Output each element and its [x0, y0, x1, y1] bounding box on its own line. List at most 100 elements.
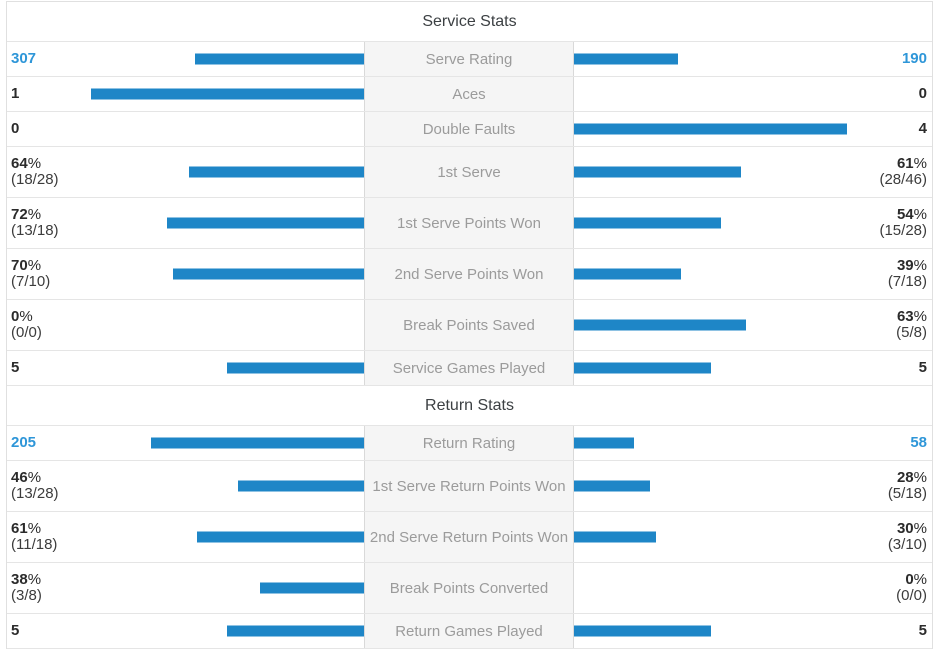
stat-label-cell: Double Faults — [364, 112, 574, 146]
player2-bar — [574, 625, 711, 637]
stat-row: 46% (13/28) 1st Serve Return Points Won … — [7, 461, 932, 512]
player2-cell: 28% (5/18) — [574, 461, 932, 511]
player1-cell: 72% (13/18) — [7, 198, 364, 248]
player1-value: 61% — [11, 520, 42, 537]
player2-fraction: (28/46) — [879, 171, 927, 188]
stat-row: 0 Double Faults 4 — [7, 112, 932, 147]
section-title: Return Stats — [7, 386, 932, 426]
stat-label-cell: 2nd Serve Points Won — [364, 249, 574, 299]
stat-row: 5 Return Games Played 5 — [7, 614, 932, 649]
stat-label: Double Faults — [422, 120, 516, 138]
percent-sign: % — [27, 155, 42, 172]
player1-cell: 64% (18/28) — [7, 147, 364, 197]
player2-bar — [574, 480, 650, 492]
percent-sign: % — [913, 257, 927, 274]
player2-bar — [574, 437, 634, 449]
player1-cell: 5 — [7, 351, 364, 385]
player2-cell: 5 — [574, 614, 932, 648]
player2-bar — [574, 123, 847, 135]
player1-bar — [151, 437, 364, 449]
player2-value: 63% — [896, 308, 927, 325]
match-stats-panel: Service Stats 307 Serve Rating 190 1 Ace… — [6, 1, 933, 649]
player1-value: 46% — [11, 469, 42, 486]
player1-value: 64% — [11, 155, 42, 172]
player1-value: 205 — [11, 434, 37, 451]
stat-label: Return Games Played — [395, 622, 543, 640]
percent-sign: % — [913, 520, 927, 537]
stat-label-cell: Break Points Saved — [364, 300, 574, 350]
percent-sign: % — [19, 308, 33, 325]
player2-value: 190 — [901, 50, 927, 67]
player1-fraction: (13/28) — [11, 485, 59, 502]
player2-value: 5 — [918, 622, 927, 639]
player1-fraction: (7/10) — [11, 273, 51, 290]
player1-value: 5 — [11, 359, 20, 376]
stat-label: Serve Rating — [425, 50, 513, 68]
player1-cell: 5 — [7, 614, 364, 648]
player1-cell: 38% (3/8) — [7, 563, 364, 613]
player2-cell: 54% (15/28) — [574, 198, 932, 248]
stat-label: Return Rating — [422, 434, 516, 452]
percent-sign: % — [913, 155, 927, 172]
stat-row: 0% (0/0) Break Points Saved 63% (5/8) — [7, 300, 932, 351]
player2-cell: 39% (7/18) — [574, 249, 932, 299]
player2-bar — [574, 319, 746, 331]
stat-label-cell: Serve Rating — [364, 42, 574, 76]
player2-bar — [574, 217, 721, 229]
player2-bar — [574, 53, 678, 65]
player1-bar — [227, 625, 364, 637]
stat-label: 2nd Serve Points Won — [394, 265, 544, 283]
player2-value: 4 — [918, 120, 927, 137]
player2-bar — [574, 166, 741, 178]
player2-fraction: (5/8) — [896, 324, 927, 341]
player1-fraction: (3/8) — [11, 587, 42, 604]
percent-sign: % — [913, 469, 927, 486]
player1-cell: 61% (11/18) — [7, 512, 364, 562]
stat-row: 64% (18/28) 1st Serve 61% (28/46) — [7, 147, 932, 198]
player1-cell: 0% (0/0) — [7, 300, 364, 350]
player2-cell: 0 — [574, 77, 932, 111]
player1-value: 307 — [11, 50, 37, 67]
stat-row: 205 Return Rating 58 — [7, 426, 932, 461]
player1-cell: 1 — [7, 77, 364, 111]
player2-value: 39% — [896, 257, 927, 274]
stat-row: 61% (11/18) 2nd Serve Return Points Won … — [7, 512, 932, 563]
player1-bar — [260, 582, 364, 594]
player1-bar — [238, 480, 364, 492]
player1-bar — [167, 217, 364, 229]
player2-fraction: (0/0) — [896, 587, 927, 604]
percent-sign: % — [27, 571, 42, 588]
player2-fraction: (5/18) — [887, 485, 927, 502]
stat-label: Aces — [452, 85, 486, 103]
player2-fraction: (3/10) — [887, 536, 927, 553]
player2-value: 58 — [910, 434, 927, 451]
stat-label: Break Points Converted — [389, 579, 549, 597]
player2-bar — [574, 268, 681, 280]
percent-sign: % — [27, 257, 42, 274]
player1-fraction: (18/28) — [11, 171, 59, 188]
stat-row: 5 Service Games Played 5 — [7, 351, 932, 386]
player2-fraction: (15/28) — [879, 222, 927, 239]
player2-cell: 4 — [574, 112, 932, 146]
player2-bar — [574, 531, 656, 543]
player1-cell: 0 — [7, 112, 364, 146]
player1-bar — [195, 53, 364, 65]
player1-bar — [227, 362, 364, 374]
stat-row: 38% (3/8) Break Points Converted 0% (0/0… — [7, 563, 932, 614]
player1-fraction: (0/0) — [11, 324, 42, 341]
player1-fraction: (11/18) — [11, 536, 58, 553]
player2-value: 0% — [905, 571, 927, 588]
player1-value: 1 — [11, 85, 20, 102]
player1-bar — [189, 166, 364, 178]
section-rows: 307 Serve Rating 190 1 Aces 0 0 — [7, 42, 932, 386]
stat-row: 1 Aces 0 — [7, 77, 932, 112]
stat-label-cell: 1st Serve — [364, 147, 574, 197]
player1-cell: 205 — [7, 426, 364, 460]
stat-label-cell: Aces — [364, 77, 574, 111]
player1-cell: 307 — [7, 42, 364, 76]
percent-sign: % — [27, 206, 42, 223]
stat-row: 72% (13/18) 1st Serve Points Won 54% (15… — [7, 198, 932, 249]
section-rows: 205 Return Rating 58 46% (13/28) 1st Ser… — [7, 426, 932, 649]
player1-bar — [197, 531, 364, 543]
stat-label-cell: Return Games Played — [364, 614, 574, 648]
